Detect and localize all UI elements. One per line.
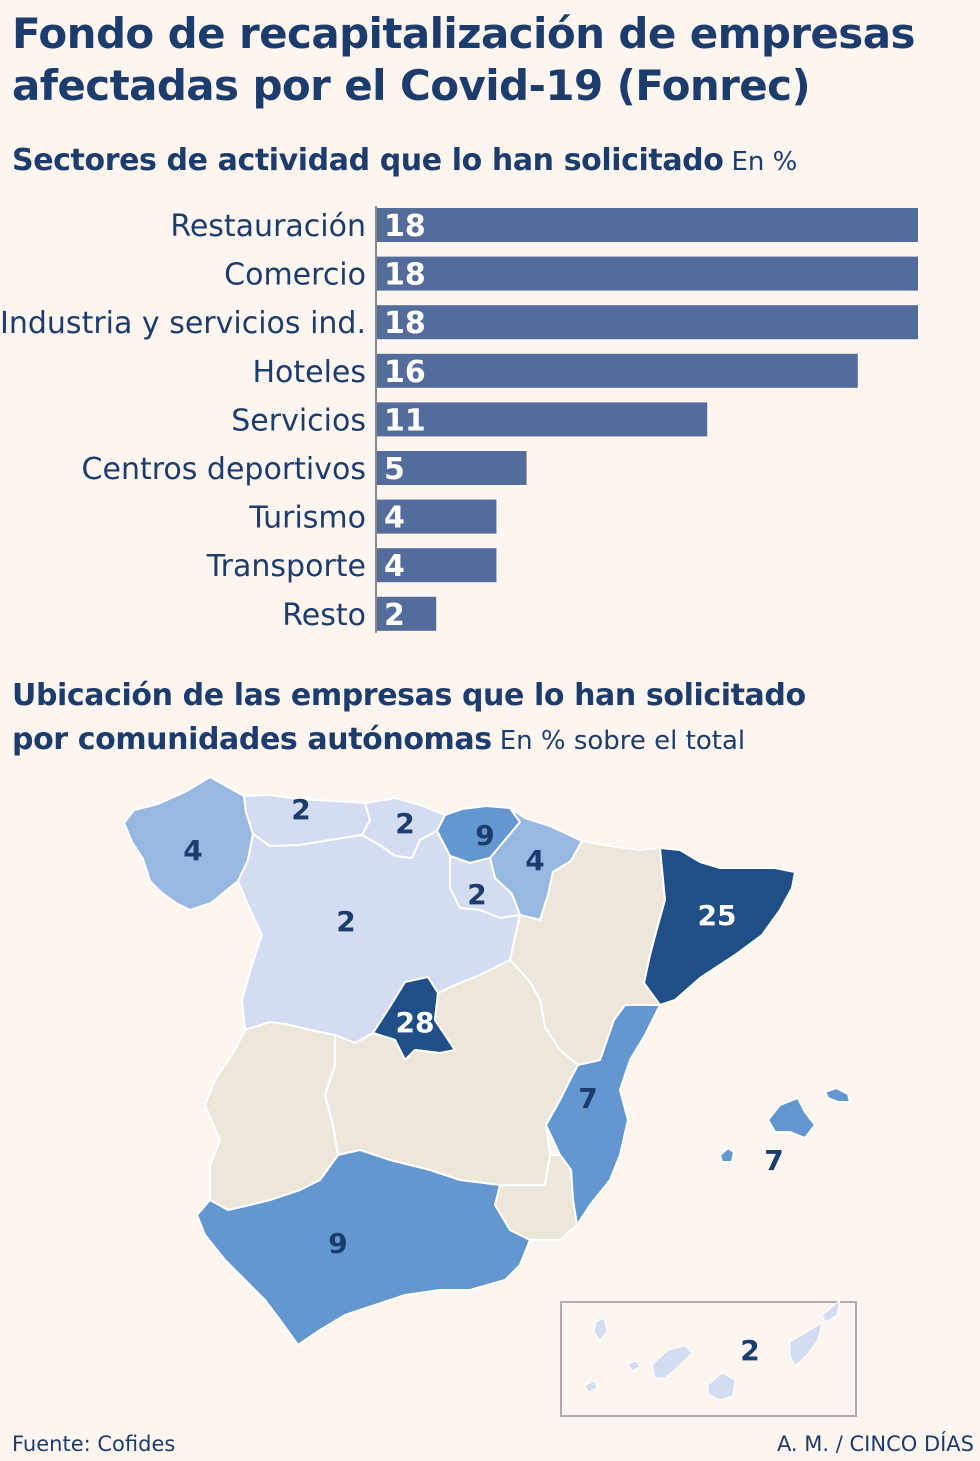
map-section-unit: En % sobre el total — [499, 726, 746, 756]
category-label: Industria y servicios ind. — [0, 306, 366, 341]
region-value-label: 28 — [396, 1006, 435, 1039]
bar-section-title-text: Sectores de actividad que lo han solicit… — [12, 143, 724, 178]
credit-note: A. M. / CINCO DÍAS — [776, 1432, 974, 1456]
map-regions — [123, 776, 851, 1346]
region-value-label: 2 — [467, 878, 486, 911]
bar — [376, 402, 708, 437]
region-baleares-menorca — [824, 1087, 851, 1103]
region-value-label: 2 — [395, 807, 414, 840]
canarias-inset — [560, 1298, 857, 1417]
region-value-label: 7 — [578, 1082, 597, 1115]
bar-value-label: 18 — [384, 209, 426, 244]
bar-value-label: 11 — [384, 403, 426, 438]
category-label: Centros deportivos — [82, 452, 366, 487]
bar — [376, 499, 497, 534]
canarias-inset-frame — [560, 1301, 857, 1417]
canarias-la-gomera — [627, 1360, 641, 1372]
region-canarias — [584, 1298, 841, 1401]
bar-value-label: 4 — [384, 501, 405, 536]
bar-value-label: 5 — [384, 452, 405, 487]
region-value-label: 2 — [336, 905, 355, 938]
chart-title: Fondo de recapitalización de empresas af… — [12, 9, 915, 110]
bar — [376, 596, 437, 631]
bar — [376, 548, 497, 583]
bar — [376, 208, 918, 242]
bar-value-label: 18 — [384, 258, 426, 293]
canarias-tenerife — [651, 1345, 693, 1379]
canarias-el-hierro — [584, 1380, 598, 1393]
canarias-fuerteventura — [789, 1321, 823, 1367]
region-andalucia — [196, 1149, 531, 1346]
bar-value-label: 2 — [384, 598, 405, 633]
category-label: Hoteles — [252, 355, 366, 390]
category-label: Turismo — [248, 501, 366, 536]
region-value-label: 2 — [740, 1334, 759, 1367]
map-section-title-line1: Ubicación de las empresas que lo han sol… — [12, 678, 806, 713]
category-label: Servicios — [231, 403, 366, 438]
region-baleares-mallorca — [767, 1097, 816, 1139]
region-value-label: 4 — [525, 844, 544, 877]
region-value-label: 2 — [291, 793, 310, 826]
bar — [376, 353, 858, 388]
sector-bar-chart: Restauración 18 Comercio 18 Industria y serv… — [0, 206, 918, 633]
category-label: Restauración — [170, 209, 366, 244]
bar — [376, 451, 527, 485]
region-value-label: 7 — [764, 1144, 783, 1177]
bar — [376, 256, 918, 291]
bar-value-label: 4 — [384, 549, 405, 584]
bar-section-title: Sectores de actividad que lo han solicit… — [12, 142, 972, 181]
category-label: Comercio — [224, 258, 366, 293]
map-section-title-line2: por comunidades autónomas — [12, 722, 492, 757]
region-value-label: 25 — [698, 899, 737, 932]
region-value-label: 4 — [183, 834, 202, 867]
category-label: Transporte — [206, 549, 366, 584]
category-label: Resto — [282, 598, 366, 633]
map-section-title-line2-row: por comunidades autónomas En % sobre el t… — [12, 718, 972, 763]
region-baleares-ibiza — [719, 1147, 735, 1163]
bar — [376, 305, 918, 340]
canarias-lanzarote — [821, 1298, 841, 1323]
canarias-gran-canaria — [707, 1372, 736, 1401]
region-value-label: 9 — [475, 819, 494, 852]
bar-value-label: 16 — [384, 355, 426, 390]
region-value-label: 9 — [328, 1227, 347, 1260]
canarias-la-palma — [593, 1317, 608, 1341]
bar-section-unit: En % — [731, 147, 798, 177]
map-section-title: Ubicación de las empresas que lo han sol… — [12, 674, 972, 763]
region-cataluna — [643, 847, 796, 1006]
source-note: Fuente: Cofides — [12, 1432, 176, 1456]
bar-value-label: 18 — [384, 306, 426, 341]
